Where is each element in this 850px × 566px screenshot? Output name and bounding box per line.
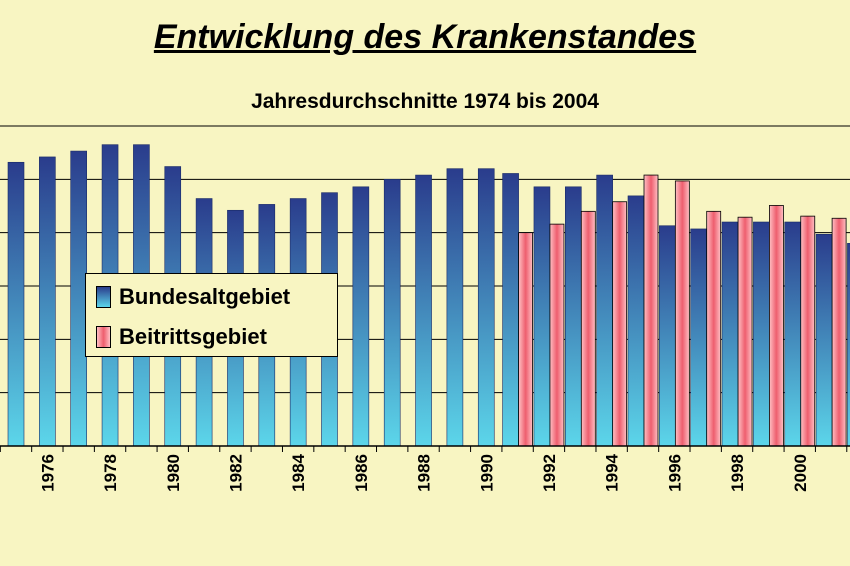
bar-bundesaltgebiet-1998 — [721, 221, 739, 447]
bar-beitrittsgebiet-1995 — [643, 174, 659, 447]
bar-bundesaltgebiet-1990 — [477, 168, 495, 447]
bar-bundesaltgebiet-1997 — [690, 228, 708, 447]
bar-bundesaltgebiet-1988 — [415, 174, 432, 447]
bar-beitrittsgebiet-1998 — [737, 216, 753, 447]
legend-label-beitrittsgebiet: Beitrittsgebiet — [119, 324, 267, 349]
x-tick-label: 1990 — [477, 454, 496, 492]
bar-bundesaltgebiet-2001 — [815, 233, 833, 447]
x-tick-label: 1976 — [38, 454, 57, 492]
x-tick-label: 1998 — [728, 454, 747, 492]
x-tick-label: 1994 — [603, 453, 622, 491]
bar-beitrittsgebiet-1999 — [769, 205, 784, 447]
bar-bundesaltgebiet-1987 — [383, 179, 401, 447]
bar-bundesaltgebiet-1989 — [446, 168, 464, 447]
bar-beitrittsgebiet-2001 — [831, 217, 847, 447]
bar-bundesaltgebiet-1995 — [627, 195, 645, 447]
x-tick-label: 1984 — [289, 453, 308, 491]
bar-beitrittsgebiet-1991 — [518, 232, 533, 447]
bar-bundesaltgebiet-2000 — [784, 221, 802, 447]
bar-bundesaltgebiet-1994 — [596, 174, 613, 447]
bar-beitrittsgebiet-1992 — [549, 223, 565, 447]
bar-bundesaltgebiet-1991 — [502, 173, 519, 447]
legend: Bundesaltgebiet Beitrittsgebiet — [85, 273, 338, 357]
bar-bundesaltgebiet-1996 — [659, 225, 676, 447]
bar-bundesaltgebiet-1975 — [7, 161, 25, 447]
x-tick-label: 1992 — [540, 454, 559, 492]
bar-beitrittsgebiet-1994 — [612, 201, 628, 447]
bar-beitrittsgebiet-1996 — [674, 180, 690, 447]
x-tick-label: 1988 — [415, 454, 434, 492]
bar-beitrittsgebiet-1993 — [580, 210, 596, 447]
chart-subtitle: Jahresdurchschnitte 1974 bis 2004 — [251, 90, 599, 113]
x-tick-label: 1986 — [352, 454, 371, 492]
x-tick-label: 2000 — [791, 454, 810, 492]
legend-item-bundesaltgebiet: Bundesaltgebiet — [96, 284, 290, 310]
x-tick-label: 1996 — [665, 454, 684, 492]
x-axis: 1976 1978 1980 1982 1984 1986 1988 1990 1992 1994… — [0, 445, 850, 492]
legend-item-beitrittsgebiet: Beitrittsgebiet — [96, 324, 267, 350]
bar-bundesaltgebiet-1999 — [753, 221, 770, 447]
bar-beitrittsgebiet-1997 — [706, 210, 722, 447]
legend-swatch-beitrittsgebiet — [96, 326, 111, 348]
x-tick-label: 1978 — [101, 454, 120, 492]
bar-beitrittsgebiet-2000 — [800, 215, 816, 447]
x-tick-label: 1980 — [164, 454, 183, 492]
x-tick-label: 1982 — [226, 454, 245, 492]
bar-bundesaltgebiet-1993 — [564, 186, 582, 447]
legend-label-bundesaltgebiet: Bundesaltgebiet — [119, 284, 291, 309]
bar-bundesaltgebiet-2002 — [847, 243, 850, 447]
legend-swatch-bundesaltgebiet — [96, 286, 111, 308]
bar-bundesaltgebiet-1976 — [39, 156, 56, 447]
chart-title: Entwicklung des Krankenstandes — [153, 18, 697, 56]
bar-bundesaltgebiet-1992 — [533, 186, 551, 447]
bar-bundesaltgebiet-1986 — [352, 186, 370, 447]
